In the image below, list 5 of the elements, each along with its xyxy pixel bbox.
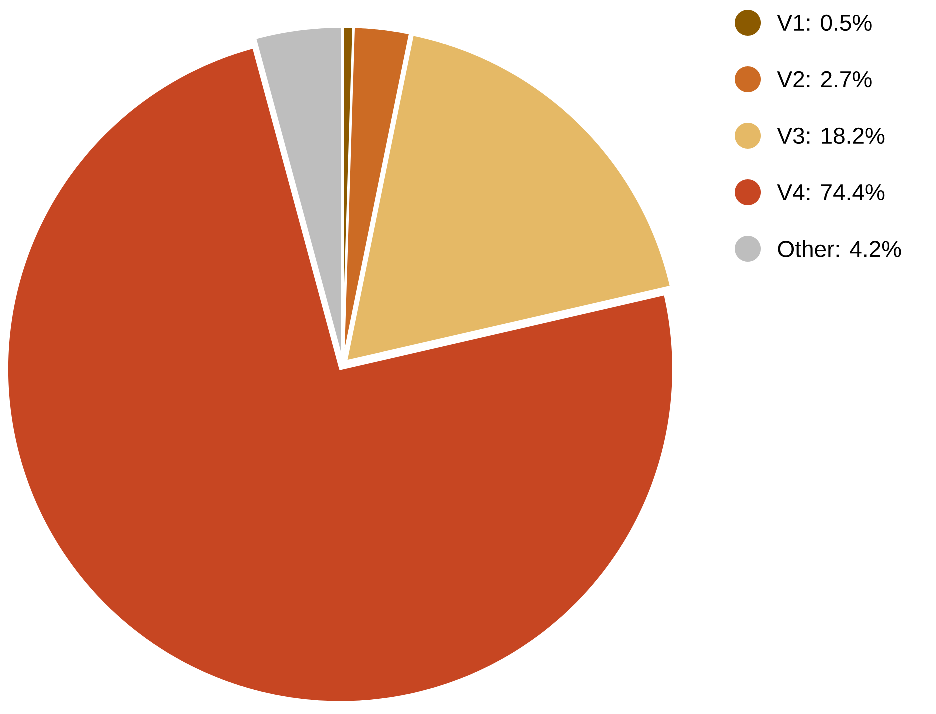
legend-label: V2: 2.7% [777,71,872,88]
legend-label: V1: 0.5% [777,14,872,32]
legend-label: V4: 74.4% [777,184,885,201]
legend-label: V3: 18.2% [777,128,885,144]
legend-label: Other: 4.2% [778,240,902,258]
